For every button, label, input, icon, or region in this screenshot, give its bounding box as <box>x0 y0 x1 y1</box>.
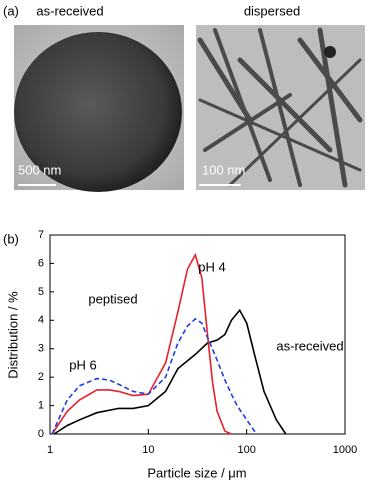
y-tick-label: 0 <box>38 428 44 440</box>
data-line <box>51 317 259 435</box>
panel-label: (a) <box>3 3 19 18</box>
annotation: pH 6 <box>69 357 96 372</box>
x-tick-label: 100 <box>237 444 255 456</box>
y-tick-label: 6 <box>38 257 44 269</box>
scale-bar-label: 100 nm <box>202 162 245 177</box>
scale-bar-label: 500 nm <box>18 162 61 177</box>
y-tick-label: 3 <box>38 343 44 355</box>
y-axis-title: Distribution / % <box>5 291 20 379</box>
y-tick-label: 5 <box>38 286 44 298</box>
x-tick-label: 1000 <box>333 444 357 456</box>
annotation: as-received <box>276 338 343 353</box>
tem-image-right <box>196 25 365 190</box>
y-tick-label: 7 <box>38 229 44 241</box>
data-line <box>53 308 287 435</box>
image-title: as-received <box>36 3 103 18</box>
image-title: dispersed <box>244 3 300 18</box>
x-tick-label: 10 <box>142 444 154 456</box>
y-tick-label: 1 <box>38 399 44 411</box>
plot-frame <box>49 234 346 435</box>
panel-label: (b) <box>3 231 19 246</box>
x-axis-title: Particle size / μm <box>147 465 246 480</box>
tem-image-left <box>14 25 184 192</box>
x-tick-label: 1 <box>47 444 53 456</box>
y-tick-label: 2 <box>38 371 44 383</box>
annotation: peptised <box>88 291 137 306</box>
data-line <box>51 252 232 435</box>
annotation: pH 4 <box>198 259 225 274</box>
y-tick-label: 4 <box>38 314 44 326</box>
